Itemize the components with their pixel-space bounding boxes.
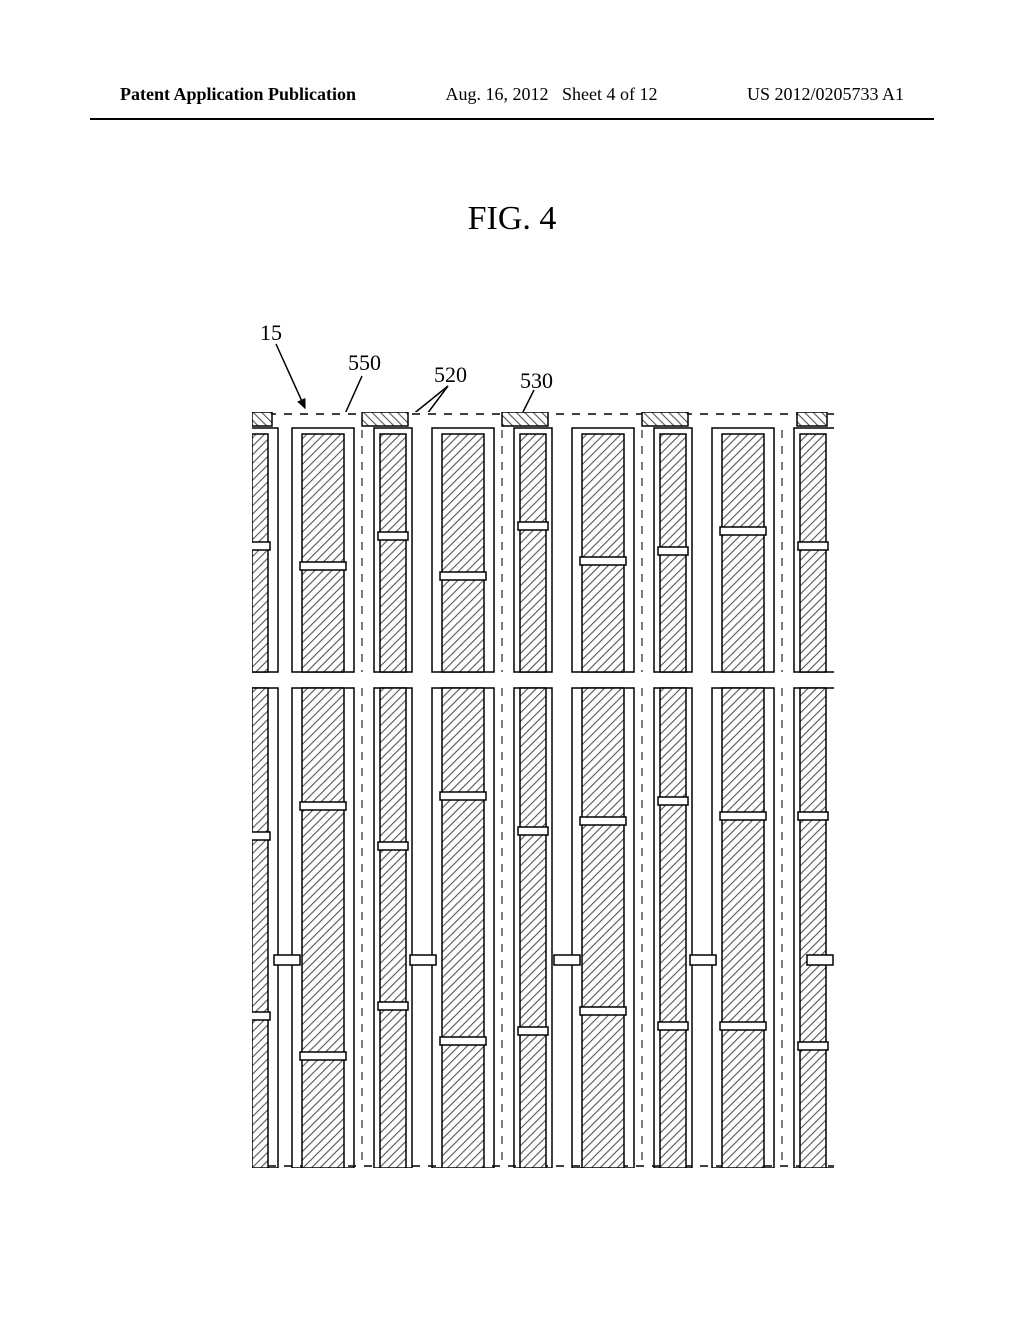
header-date: Aug. 16, 2012	[446, 84, 549, 104]
page-header: Patent Application Publication Aug. 16, …	[120, 84, 904, 105]
ref-label-550: 550	[348, 350, 381, 376]
header-pub-number: US 2012/0205733 A1	[747, 84, 904, 105]
figure-diagram	[252, 412, 834, 1168]
header-rule	[90, 118, 934, 120]
figure-svg	[252, 412, 834, 1168]
figure-title: FIG. 4	[0, 200, 1024, 238]
header-publication-type: Patent Application Publication	[120, 84, 356, 105]
ref-label-15: 15	[260, 320, 282, 346]
header-date-sheet: Aug. 16, 2012 Sheet 4 of 12	[446, 84, 658, 105]
ref-label-520: 520	[434, 362, 467, 388]
ref-label-530: 530	[520, 368, 553, 394]
header-sheet: Sheet 4 of 12	[562, 84, 657, 104]
